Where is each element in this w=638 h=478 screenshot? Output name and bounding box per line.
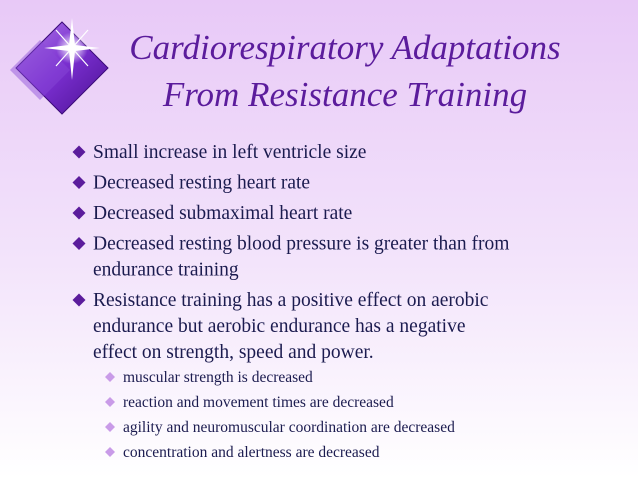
bullet-text: Small increase in left ventricle size <box>93 142 366 163</box>
bullet-marker <box>72 206 86 220</box>
bullet-text: endurance training <box>93 260 239 281</box>
sub-bullet-text: concentration and alertness are decrease… <box>123 444 380 461</box>
bullet-text: Decreased submaximal heart rate <box>93 203 352 224</box>
bullet-text: Decreased resting blood pressure is grea… <box>93 234 509 255</box>
sub-bullet-text: muscular strength is decreased <box>123 369 313 386</box>
bullet-text: Resistance training has a positive effec… <box>93 290 489 311</box>
sub-bullet-text: agility and neuromuscular coordination a… <box>123 419 455 436</box>
bullet-text: endurance but aerobic endurance has a ne… <box>93 316 465 337</box>
sub-bullet-marker <box>105 372 115 382</box>
bullet-marker <box>72 176 86 189</box>
content: Cardiorespiratory Adaptations From Resist… <box>72 28 561 461</box>
bullet-marker <box>72 145 86 159</box>
sub-bullet-marker <box>105 447 115 457</box>
bullet-text: Decreased resting heart rate <box>93 173 310 194</box>
sub-bullet-marker <box>105 422 115 432</box>
sub-bullet-marker <box>105 397 115 407</box>
decoration <box>10 18 109 115</box>
slide-title: Cardiorespiratory Adaptations <box>129 28 560 67</box>
bullet-marker <box>72 293 86 307</box>
bullet-text: effect on strength, speed and power. <box>93 342 374 363</box>
sub-bullet-text: reaction and movement times are decrease… <box>123 394 394 411</box>
bullet-marker <box>72 237 86 250</box>
slide-title: From Resistance Training <box>162 75 527 114</box>
